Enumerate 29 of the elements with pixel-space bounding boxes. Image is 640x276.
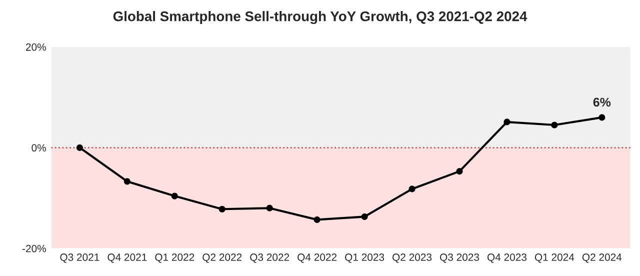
- x-tick-label: Q2 2022: [202, 254, 242, 263]
- x-tick-label: Q1 2024: [534, 254, 574, 263]
- point: [408, 186, 416, 192]
- chart-title: Global Smartphone Sell-through YoY Growth, Q3 2021-Q2 2024: [113, 11, 528, 24]
- x-tick-label: Q4 2021: [108, 254, 147, 263]
- y-tick-label: 20%: [26, 43, 46, 51]
- point: [76, 144, 83, 151]
- point: [218, 206, 226, 212]
- point: [171, 192, 178, 200]
- point: [124, 178, 130, 185]
- data-label: 6%: [593, 98, 611, 107]
- point: [598, 114, 606, 121]
- point: [456, 168, 463, 175]
- point: [551, 122, 558, 128]
- y-tick-label: -20%: [22, 244, 46, 252]
- x-tick-label: Q4 2022: [298, 254, 337, 263]
- point: [361, 213, 368, 220]
- x-tick-label: Q1 2023: [345, 254, 384, 263]
- point: [266, 204, 273, 212]
- x-tick-label: Q3 2022: [250, 254, 290, 263]
- point: [314, 216, 320, 223]
- x-tick-label: Q4 2023: [487, 254, 526, 263]
- x-tick-label: Q3 2021: [60, 254, 100, 263]
- point: [504, 118, 510, 126]
- x-tick-label: Q3 2023: [440, 254, 480, 263]
- x-tick-label: Q2 2024: [582, 254, 622, 263]
- x-tick-label: Q2 2023: [392, 254, 432, 263]
- x-tick-label: Q1 2022: [155, 254, 194, 263]
- y-tick-label: 0%: [32, 144, 46, 152]
